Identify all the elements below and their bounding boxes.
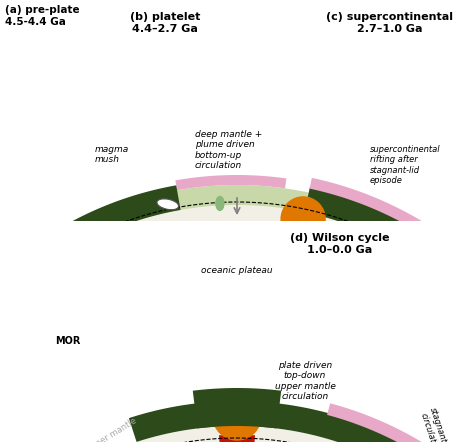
Polygon shape [0,185,474,408]
Polygon shape [72,308,147,404]
Polygon shape [264,233,315,377]
Polygon shape [175,175,286,190]
Text: magma
mush: magma mush [95,145,129,164]
Circle shape [281,197,325,241]
Circle shape [126,227,162,263]
Text: upper mantle: upper mantle [85,416,138,442]
Circle shape [56,287,89,320]
Polygon shape [0,426,474,442]
Text: supercontinental
rifting after
stagnant-lid
episode: supercontinental rifting after stagnant-… [370,145,441,185]
Ellipse shape [383,229,403,243]
Ellipse shape [216,196,224,210]
Polygon shape [219,435,255,442]
Text: (c) supercontinental
2.7–1.0 Ga: (c) supercontinental 2.7–1.0 Ga [327,12,454,34]
Circle shape [395,269,431,305]
Polygon shape [93,375,381,442]
Polygon shape [0,185,181,408]
Text: oceanic plateau: oceanic plateau [201,266,273,275]
Circle shape [213,392,261,440]
Text: stagnant-lid
circulation: stagnant-lid circulation [418,406,452,442]
Text: plate driven
top-down
upper mantle
circulation: plate driven top-down upper mantle circu… [274,361,336,401]
Polygon shape [193,388,281,428]
Polygon shape [310,178,474,399]
Ellipse shape [468,290,474,307]
Polygon shape [305,188,474,408]
Text: (a) pre-plate
4.5-4.4 Ga: (a) pre-plate 4.5-4.4 Ga [5,5,80,27]
Polygon shape [129,401,474,442]
Polygon shape [327,403,474,442]
Polygon shape [137,255,193,381]
Ellipse shape [157,199,179,210]
Polygon shape [0,205,474,442]
Text: (d) Wilson cycle
1.0–0.0 Ga: (d) Wilson cycle 1.0–0.0 Ga [290,233,390,255]
Polygon shape [326,292,415,405]
Text: MOR: MOR [55,336,81,346]
Ellipse shape [14,267,32,283]
Text: outer core: outer core [212,425,262,435]
Text: (b) platelet
4.4–2.7 Ga: (b) platelet 4.4–2.7 Ga [130,12,200,34]
Text: deep mantle +
plume driven
bottom-up
circulation: deep mantle + plume driven bottom-up cir… [195,130,262,170]
